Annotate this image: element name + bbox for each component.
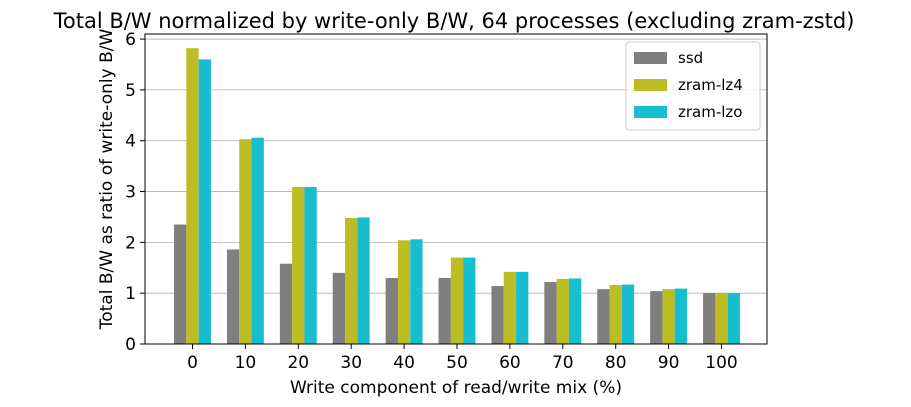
bar-zram-lzo (357, 217, 370, 344)
bars (174, 48, 740, 345)
x-axis-label: Write component of read/write mix (%) (290, 378, 622, 398)
bar-ssd (703, 293, 716, 344)
legend-label-zram-lz4: zram-lz4 (678, 76, 743, 94)
x-tick-label: 60 (499, 353, 521, 373)
x-tick-label: 90 (658, 353, 680, 373)
bar-zram-lzo (674, 288, 688, 344)
legend-label-ssd: ssd (678, 49, 703, 67)
legend-label-zram-lzo: zram-lzo (678, 103, 742, 121)
bar-zram-lz4 (186, 48, 199, 345)
bar-zram-lzo (251, 137, 264, 344)
bar-zram-lzo (516, 271, 529, 344)
bar-ssd (438, 277, 451, 344)
y-tick-label: 5 (125, 81, 136, 101)
y-tick-label: 3 (125, 183, 136, 203)
legend-swatch-ssd (634, 52, 667, 64)
bar-ssd (491, 286, 504, 344)
bar-ssd (650, 291, 663, 344)
bar-zram-lzo (621, 284, 635, 344)
bar-ssd (597, 289, 610, 344)
bar-ssd (226, 249, 240, 344)
bar-zram-lzo (463, 257, 476, 344)
bar-zram-lz4 (450, 257, 464, 344)
bar-zram-lz4 (556, 278, 569, 344)
x-tick-label: 0 (187, 353, 198, 373)
y-tick-label: 1 (125, 284, 136, 304)
legend-swatch-zram-lzo (634, 106, 667, 118)
bar-zram-lz4 (715, 293, 728, 344)
chart-title: Total B/W normalized by write-only B/W, … (53, 9, 855, 33)
y-tick-label: 2 (125, 233, 136, 253)
bar-ssd (332, 272, 346, 344)
bar-ssd (279, 263, 293, 344)
bar-zram-lzo (568, 278, 582, 344)
y-tick-label: 0 (125, 335, 136, 355)
x-tick-label: 30 (340, 353, 362, 373)
legend-swatch-zram-lz4 (634, 79, 667, 91)
bar-zram-lzo (198, 59, 211, 344)
bar-zram-lz4 (609, 285, 622, 344)
x-tick-label: 70 (552, 353, 574, 373)
bar-zram-lzo (410, 239, 423, 344)
bar-ssd (385, 277, 398, 344)
y-axis-ticks: 0 1 2 3 4 5 6 (125, 30, 145, 355)
y-axis-label: Total B/W as ratio of write-only B/W (97, 29, 117, 331)
y-tick-label: 4 (125, 132, 136, 152)
bar-zram-lz4 (397, 240, 411, 344)
legend: ssd zram-lz4 zram-lzo (625, 41, 761, 131)
plot-frame (144, 33, 768, 345)
bar-zram-lz4 (292, 186, 305, 344)
bar-zram-lzo (304, 186, 317, 344)
y-tick-label: 6 (125, 30, 136, 50)
x-tick-label: 50 (446, 353, 468, 373)
bar-zram-lz4 (345, 217, 358, 344)
x-tick-label: 100 (705, 353, 737, 373)
bar-zram-lzo (727, 293, 740, 344)
x-axis-ticks: 0 10 20 30 40 50 60 70 80 90 100 (187, 344, 738, 373)
bar-zram-lz4 (239, 139, 252, 344)
bar-zram-lz4 (662, 289, 675, 344)
x-tick-label: 80 (605, 353, 627, 373)
x-tick-label: 20 (287, 353, 309, 373)
bar-zram-lz4 (503, 271, 517, 344)
x-tick-label: 10 (235, 353, 257, 373)
bar-ssd (174, 224, 187, 344)
x-tick-label: 40 (393, 353, 415, 373)
bar-ssd (544, 282, 557, 344)
